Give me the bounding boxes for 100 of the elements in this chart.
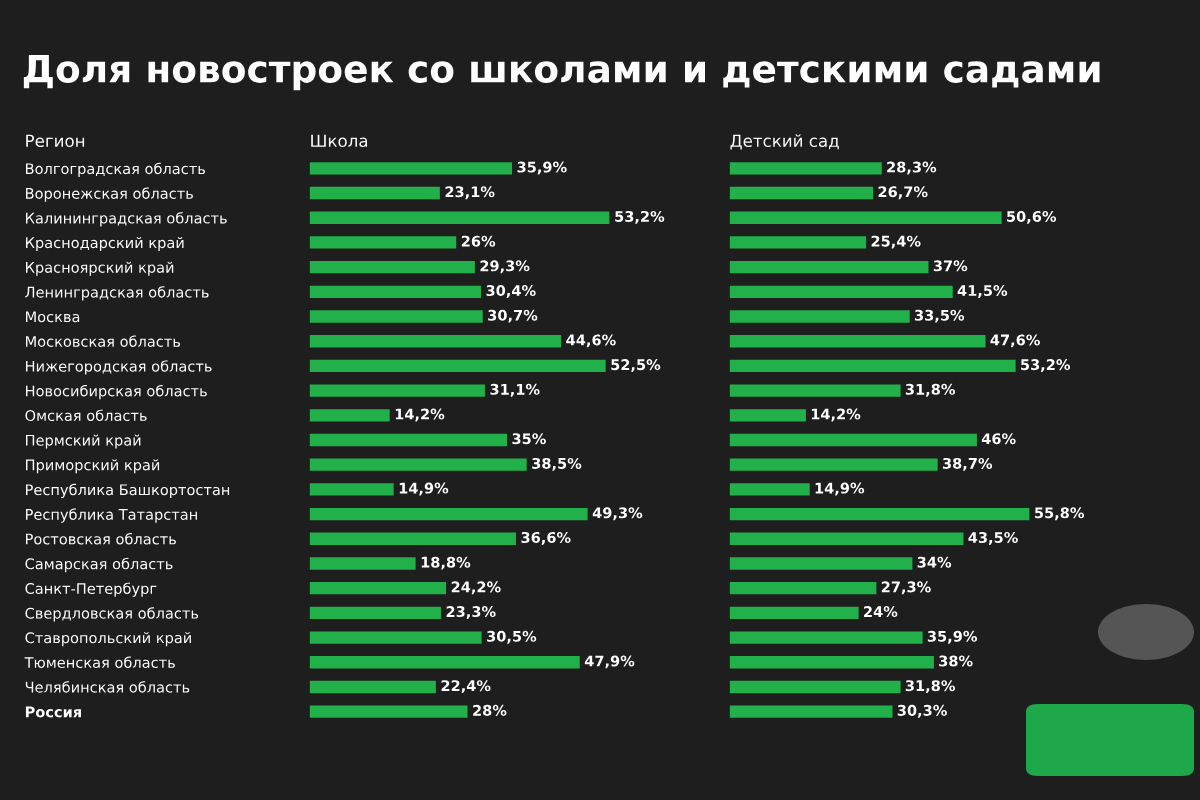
bar	[309, 359, 606, 373]
data-label: 38,7%	[942, 457, 993, 471]
y-tick-label: Омская область	[25, 409, 147, 422]
y-tick-label: Приморский край	[26, 459, 160, 474]
chart-subtitle: Детский сад	[730, 134, 839, 150]
y-tick-label: Ленинградская область	[25, 286, 209, 301]
data-label: 30,3%	[897, 704, 947, 718]
data-label: 53,2%	[615, 210, 665, 224]
data-label: 30,4%	[486, 285, 536, 298]
data-label: 14,2%	[395, 408, 445, 422]
data-label: 47,9%	[584, 655, 635, 669]
bar	[729, 186, 874, 200]
y-tick-label: Пермский край	[26, 434, 141, 449]
bar	[309, 507, 588, 521]
bar	[309, 211, 610, 224]
bar	[309, 310, 483, 323]
y-tick-label: Тюменская область	[24, 656, 175, 669]
bar	[729, 285, 953, 298]
data-label: 18,8%	[421, 556, 471, 570]
data-label: 24%	[864, 606, 898, 618]
bar	[309, 705, 468, 718]
data-label: 14,9%	[815, 482, 865, 496]
y-tick-label: Москва	[26, 311, 80, 323]
data-label: 31,8%	[905, 383, 955, 397]
bar	[729, 260, 929, 274]
data-label: 26,7%	[878, 186, 928, 200]
data-label: 23,1%	[445, 186, 495, 200]
bar	[729, 433, 977, 447]
y-tick-label: Волгоградская область	[26, 162, 205, 178]
data-label: 30,5%	[487, 630, 537, 644]
bar	[729, 705, 893, 718]
data-label: 35,9%	[517, 161, 567, 175]
data-label: 14,9%	[399, 482, 449, 496]
data-label: 55,8%	[1035, 507, 1085, 521]
y-tick-label: Воронежская область	[26, 187, 193, 202]
data-label: 38%	[939, 655, 973, 667]
bar	[309, 483, 394, 496]
data-label: 27,3%	[881, 581, 931, 595]
bar	[309, 236, 457, 249]
bar	[309, 335, 562, 348]
data-label: 38,5%	[532, 457, 582, 471]
data-label: 24,2%	[451, 581, 501, 595]
bar	[309, 606, 441, 620]
data-label: 31,8%	[905, 680, 955, 694]
data-label: 52,5%	[611, 359, 661, 373]
bar	[309, 409, 390, 422]
bar	[729, 680, 901, 694]
bar	[729, 557, 913, 570]
bar	[729, 582, 877, 595]
data-label: 31,1%	[490, 383, 540, 397]
data-label: 35,9%	[927, 630, 978, 644]
data-label: 23,3%	[446, 606, 496, 619]
bar	[729, 458, 938, 471]
data-label: 28%	[473, 704, 507, 716]
y-tick-label: Челябинская область	[25, 681, 190, 693]
data-label: 49,3%	[592, 507, 643, 521]
data-label: 36,6%	[521, 531, 571, 545]
data-label: 30,7%	[488, 309, 538, 323]
y-tick-label: Республика Башкортостан	[26, 483, 230, 499]
data-label: 53,2%	[1021, 359, 1071, 373]
y-tick-label: Санкт-Петербург	[25, 582, 157, 597]
bar	[309, 557, 416, 570]
y-tick-label: Калининградская область	[26, 212, 227, 227]
data-label: 35%	[512, 433, 546, 445]
bar	[309, 631, 482, 644]
bar	[309, 458, 527, 471]
y-tick-label: Свердловская область	[25, 607, 199, 622]
y-tick-label: Краснодарский край	[26, 236, 184, 252]
bar	[729, 359, 1016, 373]
chart-title: Доля новостроек со школами и детскими садами	[23, 55, 1100, 91]
bar	[309, 680, 436, 694]
data-label: 41,5%	[957, 285, 1008, 298]
y-tick-label: Нижегородская область	[26, 360, 212, 375]
data-label: 34%	[917, 556, 952, 568]
data-label: 29,3%	[480, 260, 530, 274]
bar	[729, 236, 867, 249]
bar	[309, 582, 447, 595]
data-label: 33,5%	[914, 309, 965, 323]
bar	[729, 335, 986, 348]
data-label: 44,6%	[566, 334, 616, 348]
bar	[309, 285, 482, 298]
y-tick-label: Самарская область	[25, 557, 173, 573]
data-label: 26%	[461, 235, 496, 247]
bar	[729, 483, 810, 496]
y-tick-label: Ростовская область	[26, 532, 176, 545]
bar	[729, 532, 964, 545]
data-label: 25,4%	[871, 235, 921, 249]
data-label: 22,4%	[441, 680, 491, 694]
bar	[309, 656, 580, 669]
data-label: 46%	[981, 433, 1016, 445]
data-label: 43,5%	[968, 531, 1018, 545]
data-label: 28,3%	[887, 161, 937, 175]
bar	[309, 186, 440, 200]
bar	[309, 384, 485, 397]
bar	[309, 162, 513, 175]
bar	[309, 260, 475, 274]
y-tick-label: Республика Татарстан	[26, 508, 197, 523]
y-tick-label: Красноярский край	[26, 261, 174, 276]
data-label: 50,6%	[1007, 210, 1057, 224]
bar	[729, 606, 859, 620]
